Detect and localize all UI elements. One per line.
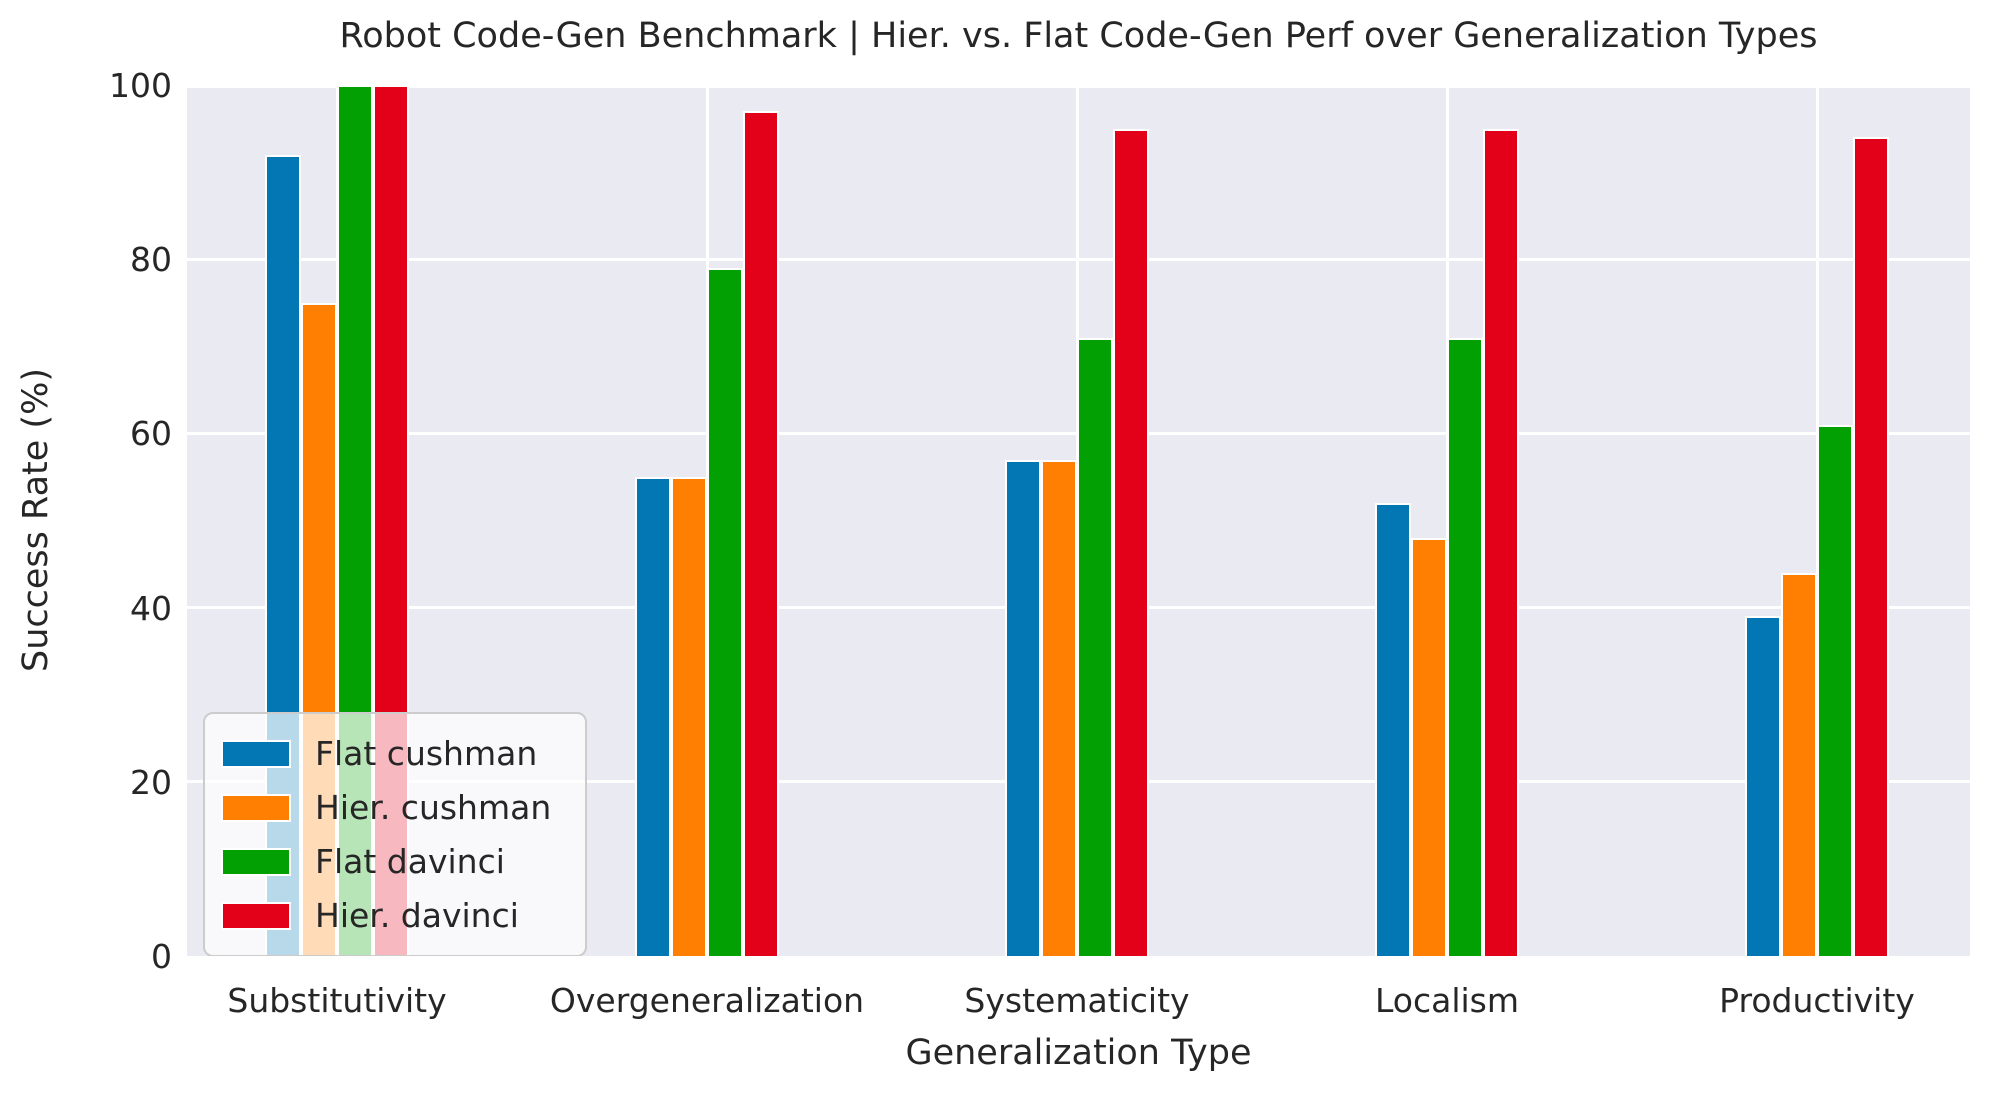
xtick-productivity: Productivity <box>1719 981 1915 1020</box>
bar-hier-davinci-localism <box>1483 128 1519 956</box>
xtick-localism: Localism <box>1374 981 1520 1020</box>
legend-label-flat-cushman: Flat cushman <box>315 734 538 773</box>
bar-hier-cushman-overgeneralization <box>671 476 707 956</box>
xtick-overgeneralization: Overgeneralization <box>549 981 865 1020</box>
legend: Flat cushman Hier. cushman Flat davinci Hie… <box>203 712 587 956</box>
xtick-systematicity: Systematicity <box>964 981 1190 1020</box>
plot-area: Flat cushman Hier. cushman Flat davinci Hie… <box>187 85 1970 956</box>
ytick-40: 40 <box>130 588 172 628</box>
bar-hier-davinci-productivity <box>1853 137 1889 956</box>
ytick-20: 20 <box>130 762 172 802</box>
bar-hier-davinci-overgeneralization <box>743 111 779 956</box>
bar-hier-davinci-systematicity <box>1113 128 1149 956</box>
legend-label-hier-cushman: Hier. cushman <box>315 788 552 827</box>
x-axis-label: Generalization Type <box>905 1033 1252 1073</box>
ytick-80: 80 <box>130 240 172 280</box>
legend-entry-flat-cushman: Flat cushman <box>221 734 561 773</box>
gridline-y-80 <box>187 257 1970 261</box>
bar-flat-davinci-overgeneralization <box>707 267 743 956</box>
bar-flat-davinci-systematicity <box>1077 337 1113 956</box>
bar-hier-cushman-localism <box>1411 537 1447 956</box>
ytick-0: 0 <box>151 937 172 976</box>
ytick-60: 60 <box>130 414 172 454</box>
bar-flat-cushman-productivity <box>1745 616 1781 956</box>
gridline-y-100 <box>187 85 1970 88</box>
bar-flat-davinci-localism <box>1447 337 1483 956</box>
legend-swatch-flat-cushman <box>221 739 291 768</box>
bar-hier-cushman-productivity <box>1781 572 1817 956</box>
legend-entry-hier-davinci: Hier. davinci <box>221 896 561 935</box>
bar-flat-cushman-systematicity <box>1005 459 1041 956</box>
bar-flat-cushman-localism <box>1375 503 1411 956</box>
legend-swatch-hier-cushman <box>221 793 291 822</box>
bar-flat-cushman-overgeneralization <box>635 476 671 956</box>
legend-entry-flat-davinci: Flat davinci <box>221 842 561 881</box>
legend-swatch-hier-davinci <box>221 901 291 930</box>
legend-swatch-flat-davinci <box>221 847 291 876</box>
legend-label-hier-davinci: Hier. davinci <box>315 896 519 935</box>
bar-hier-cushman-systematicity <box>1041 459 1077 956</box>
ytick-100: 100 <box>109 66 172 105</box>
legend-label-flat-davinci: Flat davinci <box>315 842 505 881</box>
legend-entry-hier-cushman: Hier. cushman <box>221 788 561 827</box>
bar-flat-davinci-productivity <box>1817 424 1853 956</box>
xtick-substitutivity: Substitutivity <box>227 981 447 1020</box>
chart-title: Robot Code-Gen Benchmark | Hier. vs. Fla… <box>339 16 1818 56</box>
y-axis-label: Success Rate (%) <box>16 368 56 672</box>
